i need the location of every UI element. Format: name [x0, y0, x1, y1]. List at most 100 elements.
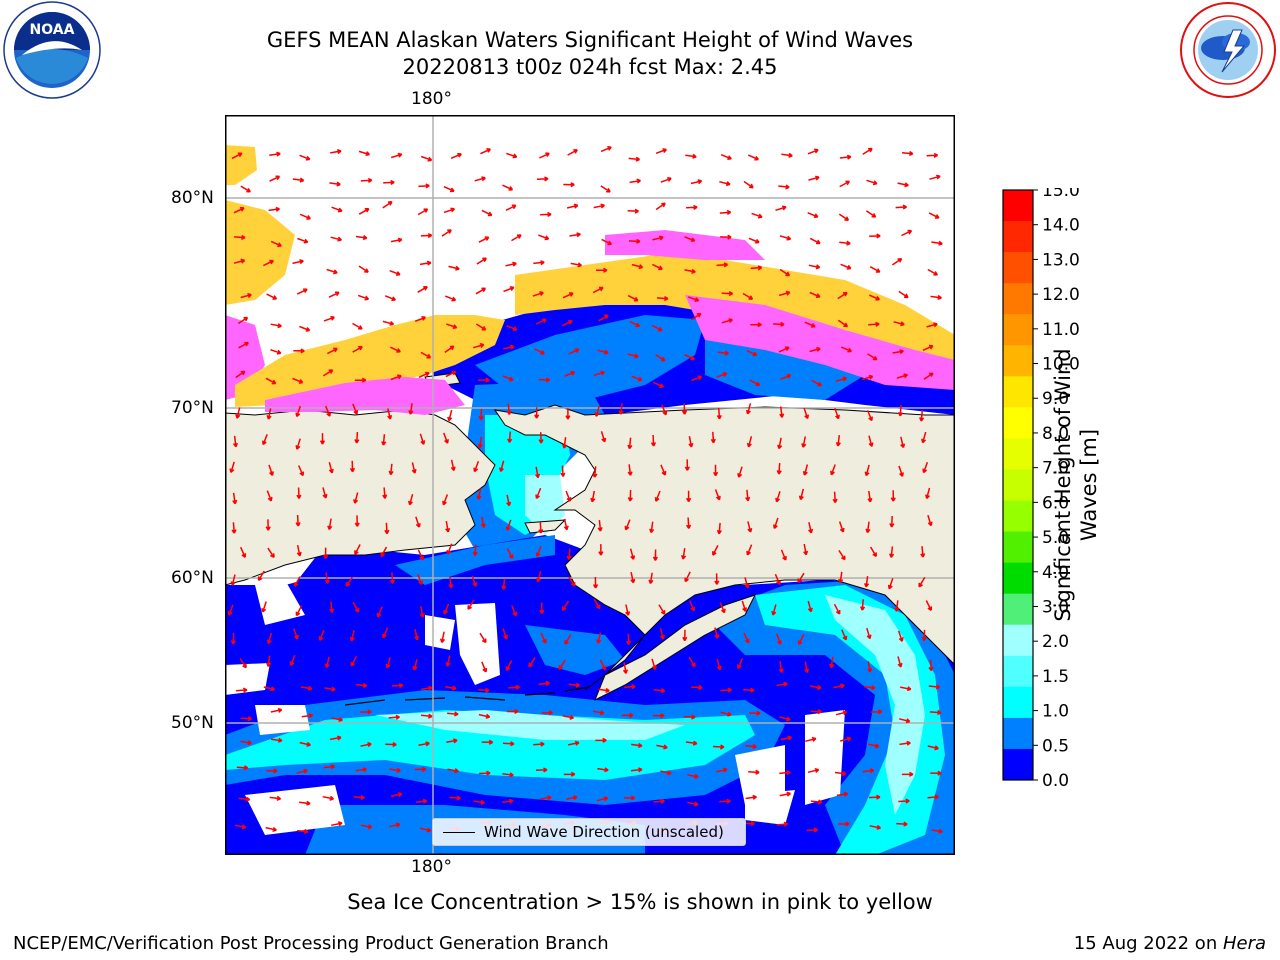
wave-arrow — [569, 232, 581, 238]
wave-arrow — [772, 517, 779, 529]
wave-arrow — [592, 576, 599, 589]
wave-arrow — [779, 406, 785, 418]
svg-text:NOAA: NOAA — [30, 22, 75, 38]
wave-arrow — [743, 687, 755, 693]
wave-arrow — [355, 235, 368, 241]
wave-arrow — [863, 685, 876, 691]
wave-arrow — [295, 405, 302, 418]
colorbar-tick-label: 1.5 — [1042, 667, 1069, 687]
wave-arrow — [712, 545, 719, 556]
wave-arrow — [270, 737, 283, 743]
wave-arrow — [358, 265, 369, 273]
wave-arrow — [918, 577, 926, 588]
wave-arrow — [860, 599, 866, 611]
wave-arrow — [684, 236, 696, 243]
wave-arrow — [535, 487, 542, 499]
wave-arrow — [808, 522, 814, 534]
wave-arrow — [382, 627, 389, 639]
wave-arrow — [867, 661, 873, 673]
wave-arrow — [293, 348, 305, 354]
wave-arrow — [478, 713, 491, 719]
wave-arrow — [716, 767, 728, 773]
wave-arrow — [445, 655, 451, 667]
wave-arrow — [467, 599, 475, 610]
wave-arrow — [564, 370, 576, 377]
wave-arrow — [684, 571, 691, 583]
lon-label-bottom: 180° — [411, 857, 452, 877]
wave-arrow — [866, 410, 873, 422]
wave-arrow — [889, 515, 895, 528]
wave-arrow — [296, 544, 302, 557]
wave-arrow — [240, 716, 252, 722]
wave-arrow — [476, 257, 487, 265]
wave-arrow — [628, 238, 641, 244]
wave-arrow — [389, 767, 401, 773]
wave-arrow — [597, 520, 603, 532]
wave-arrow — [414, 766, 427, 772]
wave-arrow — [349, 630, 355, 642]
wave-arrow — [357, 294, 370, 301]
wave-arrow — [265, 826, 277, 833]
wave-arrow — [387, 408, 393, 420]
wave-arrow — [475, 287, 487, 295]
wave-arrow — [687, 773, 699, 779]
gulf-waves-light — [825, 595, 925, 815]
wave-arrow — [472, 544, 478, 557]
wave-arrow — [329, 735, 342, 741]
wave-arrow — [661, 404, 668, 416]
wave-arrow — [773, 321, 785, 327]
wave-arrow — [837, 319, 849, 328]
wave-arrow — [807, 767, 820, 774]
wave-arrow — [297, 237, 309, 244]
wave-arrow — [564, 634, 572, 645]
wave-arrow — [931, 240, 943, 246]
wave-arrow — [838, 821, 850, 827]
wave-arrow — [896, 821, 908, 827]
wave-arrow — [627, 208, 639, 214]
wave-arrow — [714, 627, 720, 639]
wave-arrow — [719, 602, 726, 614]
wave-arrow — [748, 769, 760, 775]
land-aleutians — [344, 686, 591, 706]
wave-arrow — [923, 372, 934, 380]
wave-arrow — [419, 433, 426, 445]
colorbar-tick-label: 10.0 — [1042, 355, 1080, 375]
wave-arrow — [270, 323, 282, 329]
wave-arrow — [716, 372, 728, 378]
lat-label-80n: 80°N — [171, 188, 214, 208]
wave-arrow — [684, 714, 696, 720]
wave-arrow — [233, 206, 245, 214]
wave-arrow — [899, 718, 911, 724]
bering-strait-light — [525, 475, 565, 535]
wave-arrow — [653, 713, 665, 719]
wave-arrow — [623, 795, 636, 801]
wave-arrow — [749, 710, 761, 716]
colorbar-tick-label: 2.0 — [1042, 632, 1069, 652]
wave-arrow — [415, 516, 421, 528]
wave-arrow — [626, 633, 632, 645]
wave-arrow — [691, 375, 703, 382]
wave-arrow — [535, 318, 547, 325]
wave-arrow — [328, 462, 334, 474]
wave-arrow — [660, 177, 672, 183]
wave-arrow — [331, 821, 343, 827]
wave-arrow — [838, 571, 844, 584]
wave-arrow — [541, 710, 553, 716]
wave-arrow — [560, 465, 566, 477]
wave-arrow — [296, 487, 302, 499]
wave-arrow — [897, 182, 909, 188]
wave-arrow — [323, 547, 329, 559]
wave-arrow — [597, 767, 609, 773]
wave-arrow — [327, 347, 338, 355]
wave-arrow — [658, 604, 666, 615]
wave-arrow — [841, 629, 848, 641]
wave-arrow — [656, 744, 668, 750]
footer-date-text: 15 Aug 2022 on — [1073, 933, 1223, 954]
colorbar-tick-label: 1.0 — [1042, 702, 1069, 722]
wave-arrow — [269, 151, 281, 157]
wave-arrow — [925, 600, 933, 612]
wave-arrow — [593, 370, 606, 377]
wave-arrow — [570, 262, 582, 268]
wave-arrow — [596, 267, 608, 273]
wave-arrow — [689, 600, 696, 612]
